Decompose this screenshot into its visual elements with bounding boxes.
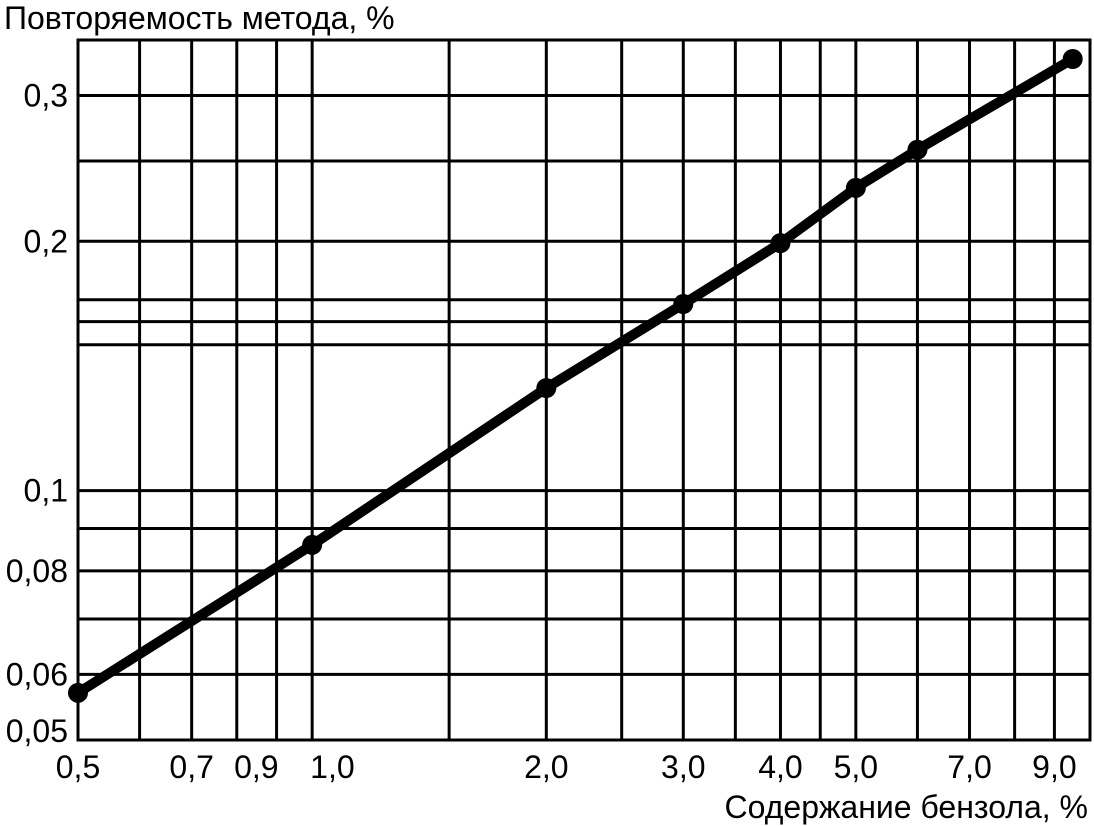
y-tick-label: 0,3 [24,77,68,113]
y-tick-label: 0,2 [24,223,68,259]
y-tick-label: 0,08 [6,553,68,589]
data-point [845,177,866,198]
data-point [68,682,88,703]
x-tick-label: 1,0 [310,749,354,785]
y-tick-label: 0,05 [6,713,68,749]
data-point [673,294,694,315]
x-tick-label: 4,0 [758,749,802,785]
data-point [1062,48,1083,69]
x-tick-label: 0,7 [169,749,213,785]
x-tick-label: 2,0 [524,749,568,785]
series-line [73,53,1078,698]
x-tick-label: 5,0 [834,749,878,785]
y-tick-label: 0,1 [24,473,68,509]
data-point [302,534,323,555]
plot-border [76,38,1092,742]
y-axis-title: Повторяемость метода, % [4,0,395,36]
x-tick-label: 9,0 [1032,749,1076,785]
series-group [68,48,1083,703]
x-tick-labels: 0,5 0,7 0,9 1,0 2,0 3,0 4,0 5,0 7,0 9,0 [56,749,1077,785]
plot-frame [76,38,1092,742]
y-tick-label: 0,06 [6,656,68,692]
x-tick-label: 7,0 [947,749,991,785]
x-tick-label: 3,0 [661,749,705,785]
data-point [907,139,928,160]
x-tick-label: 0,9 [234,749,278,785]
x-axis-title: Содержание бензола, % [725,789,1088,825]
x-tick-label: 0,5 [56,749,100,785]
data-point [770,233,791,254]
data-point [536,378,557,399]
y-tick-labels: 0,3 0,2 0,1 0,08 0,06 0,05 [6,77,68,749]
grid [76,40,1092,742]
